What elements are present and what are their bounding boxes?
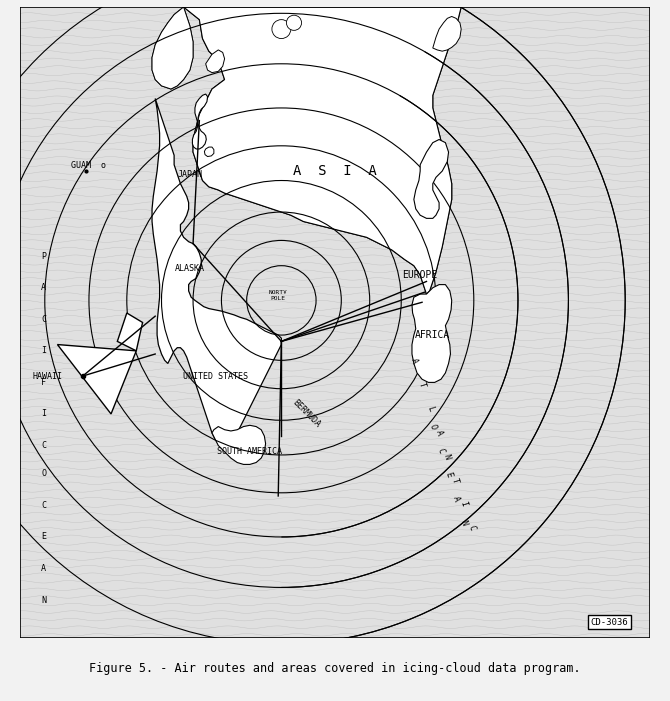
Text: P: P bbox=[41, 252, 46, 261]
Text: C: C bbox=[41, 315, 46, 324]
Polygon shape bbox=[433, 16, 461, 51]
Polygon shape bbox=[206, 50, 224, 73]
Text: GUAM  o: GUAM o bbox=[71, 161, 107, 170]
Text: AFRICA: AFRICA bbox=[415, 330, 450, 340]
Text: JAPAN: JAPAN bbox=[178, 170, 202, 179]
Circle shape bbox=[286, 15, 302, 30]
Polygon shape bbox=[117, 313, 143, 350]
Text: C: C bbox=[436, 447, 446, 454]
Text: NORTҰ: NORTҰ bbox=[269, 290, 287, 294]
Text: C: C bbox=[41, 441, 46, 450]
Text: T: T bbox=[417, 381, 427, 388]
Text: O: O bbox=[41, 470, 46, 478]
Text: EUROPE: EUROPE bbox=[403, 270, 438, 280]
Text: E: E bbox=[41, 533, 46, 541]
Polygon shape bbox=[184, 7, 461, 294]
Text: I: I bbox=[41, 409, 46, 418]
Text: POLE: POLE bbox=[271, 296, 285, 301]
Text: A: A bbox=[409, 357, 419, 364]
Text: L: L bbox=[425, 404, 436, 412]
Text: F: F bbox=[41, 378, 46, 387]
Text: C: C bbox=[466, 524, 476, 532]
Text: N: N bbox=[458, 519, 468, 526]
Polygon shape bbox=[152, 7, 193, 89]
Polygon shape bbox=[204, 147, 214, 156]
Text: N: N bbox=[442, 453, 452, 460]
Text: A: A bbox=[41, 283, 46, 292]
Polygon shape bbox=[152, 7, 193, 89]
Text: T: T bbox=[450, 477, 460, 484]
Text: BERMUDA: BERMUDA bbox=[291, 398, 322, 430]
Text: SOUTH AMERICA: SOUTH AMERICA bbox=[217, 447, 282, 456]
Text: N: N bbox=[41, 596, 46, 604]
Polygon shape bbox=[212, 426, 265, 464]
Text: A: A bbox=[41, 564, 46, 573]
Polygon shape bbox=[184, 7, 461, 294]
Text: I: I bbox=[458, 501, 468, 508]
Polygon shape bbox=[412, 285, 452, 383]
Text: I: I bbox=[41, 346, 46, 355]
Text: E: E bbox=[443, 471, 453, 478]
Polygon shape bbox=[58, 345, 136, 414]
Text: Figure 5. - Air routes and areas covered in icing-cloud data program.: Figure 5. - Air routes and areas covered… bbox=[89, 662, 581, 675]
Text: HAWAII: HAWAII bbox=[32, 372, 62, 381]
Text: UNITED STATES: UNITED STATES bbox=[183, 372, 248, 381]
Circle shape bbox=[272, 20, 291, 39]
Text: A  S  I  A: A S I A bbox=[293, 164, 377, 178]
Text: O: O bbox=[427, 423, 438, 430]
Text: A: A bbox=[450, 495, 460, 502]
Text: CD-3036: CD-3036 bbox=[591, 618, 628, 627]
Polygon shape bbox=[152, 98, 281, 446]
Text: A: A bbox=[433, 428, 444, 436]
Polygon shape bbox=[192, 94, 208, 149]
Text: C: C bbox=[41, 501, 46, 510]
Polygon shape bbox=[414, 139, 448, 219]
Text: ALASKA: ALASKA bbox=[175, 264, 205, 273]
